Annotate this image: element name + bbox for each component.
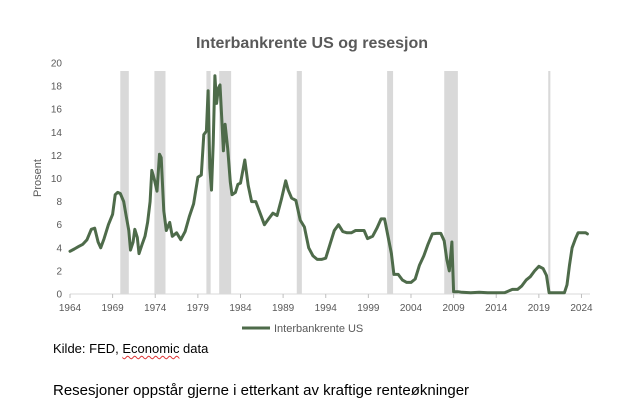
y-axis-ticks: 0 2 4 6 8 10 12 14 16 18 20 (51, 59, 63, 301)
legend-label: Interbankrente US (274, 323, 363, 335)
recession-band-4 (219, 71, 232, 294)
x-axis-ticks: 1964 1969 1974 1979 1984 1989 1994 1999 2004 2009… (59, 294, 593, 314)
source-suffix: data (179, 341, 209, 356)
recession-band-8 (548, 71, 551, 294)
recession-band-2 (154, 71, 166, 294)
x-tick-label: 1989 (272, 303, 295, 314)
x-tick-label: 1994 (315, 303, 338, 314)
legend: Interbankrente US (242, 323, 363, 335)
y-tick-label: 14 (51, 128, 63, 139)
y-tick-label: 0 (56, 290, 62, 301)
recession-band-3 (206, 71, 211, 294)
x-tick-label: 1974 (144, 303, 167, 314)
recession-band-5 (296, 71, 302, 294)
source-text: Kilde: FED, Economic data (53, 341, 208, 356)
x-tick-label: 1964 (59, 303, 82, 314)
x-tick-label: 1984 (229, 303, 252, 314)
x-tick-label: 2019 (528, 303, 551, 314)
series-line-interbankrente-us (68, 74, 589, 295)
x-tick-label: 2024 (570, 303, 593, 314)
recession-band-1 (120, 71, 129, 294)
x-tick-label: 1999 (357, 303, 380, 314)
y-tick-label: 10 (51, 174, 63, 185)
y-axis-label: Prosent (32, 159, 44, 197)
y-tick-label: 16 (51, 105, 63, 116)
source-prefix: Kilde: FED, (53, 341, 123, 356)
y-tick-label: 18 (51, 82, 63, 93)
source-underlined: Economic (122, 341, 180, 356)
y-tick-label: 12 (51, 151, 63, 162)
recession-bands (120, 71, 551, 294)
chart-title: Interbankrente US og resesjon (196, 35, 428, 52)
y-tick-label: 2 (56, 266, 62, 277)
chart: Interbankrente US og resesjon 0 2 4 6 8 10 12 1… (32, 35, 593, 335)
recession-band-7 (444, 71, 458, 294)
x-tick-label: 2009 (442, 303, 465, 314)
y-tick-label: 6 (56, 220, 62, 231)
caption: Resesjoner oppstår gjerne i etterkant av… (53, 382, 470, 399)
x-tick-label: 2004 (400, 303, 423, 314)
y-tick-label: 20 (51, 59, 63, 70)
y-tick-label: 4 (56, 243, 62, 254)
x-tick-label: 1979 (187, 303, 210, 314)
x-tick-label: 2014 (485, 303, 508, 314)
x-tick-label: 1969 (101, 303, 124, 314)
y-tick-label: 8 (56, 197, 62, 208)
recession-band-6 (387, 71, 394, 294)
